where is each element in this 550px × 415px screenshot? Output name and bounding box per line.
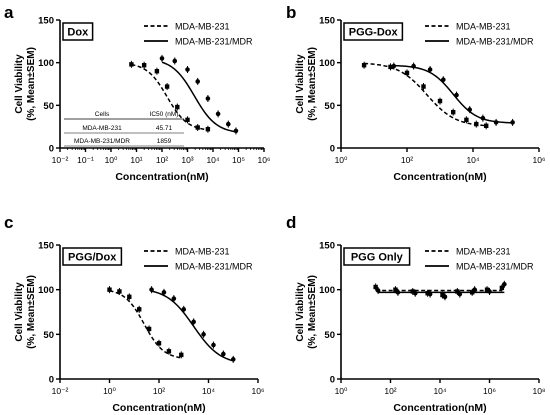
y-tick-label: 50 <box>43 330 54 341</box>
series-mda-mb-231 <box>373 283 505 299</box>
x-tick-label: 10² <box>384 386 396 396</box>
chart-title: PGG Only <box>351 252 404 264</box>
fit-curve <box>151 290 234 362</box>
x-axis-label: Concentration(nM) <box>393 171 486 183</box>
x-tick-label: 10² <box>153 386 165 396</box>
x-tick-label: 10⁶ <box>258 155 271 165</box>
table-cell: 1859 <box>157 138 172 145</box>
chart-panel-c: c 0 50 100 150 10⁻² 10⁰ 10² 10⁴ 10⁶ Concentration(… <box>4 213 264 414</box>
chart-title-box <box>343 22 404 41</box>
y-tick-label: 50 <box>324 101 335 112</box>
table-cell: 45.71 <box>156 125 173 132</box>
x-tick-label: 10⁶ <box>483 386 496 396</box>
y-tick-label: 50 <box>324 330 335 341</box>
series-mda-mb-231 <box>361 61 489 130</box>
x-tick-label: 10¹ <box>130 155 142 165</box>
x-tick-label: 10⁻² <box>52 386 69 396</box>
y-tick-label: 100 <box>319 285 335 296</box>
x-tick-label: 10⁸ <box>532 386 545 396</box>
x-tick-label: 10⁰ <box>103 386 116 396</box>
series-mda-mb-231 <box>107 286 184 359</box>
x-tick-label: 10⁶ <box>533 155 546 165</box>
x-tick-label: 10⁰ <box>105 155 118 165</box>
table-cell: MDA-MB-231/MDR <box>74 138 130 145</box>
y-axis-label: Cell Viability <box>14 54 25 114</box>
x-axis-label: Concentration(nM) <box>115 171 208 183</box>
legend-label: MDA-MB-231 <box>456 22 511 32</box>
y-axis-label: Cell Viability <box>295 282 306 342</box>
fit-curve <box>131 63 208 131</box>
x-tick-label: 10² <box>156 155 168 165</box>
y-axis-label: (%, Mean±SEM) <box>26 275 37 349</box>
y-tick-label: 100 <box>319 58 335 69</box>
x-tick-label: 10⁴ <box>202 386 215 396</box>
x-axis-label: Concentration(nM) <box>112 402 205 414</box>
legend-label: MDA-MB-231 <box>456 247 511 257</box>
x-tick-label: 10⁵ <box>232 155 245 165</box>
table-cell: MDA-MB-231 <box>82 125 122 132</box>
series-mda-mb-231-mdr <box>375 280 507 301</box>
x-tick-label: 10⁻¹ <box>77 155 94 165</box>
legend-label: MDA-MB-231 <box>175 247 230 257</box>
y-axis-label: (%, Mean±SEM) <box>307 275 318 349</box>
y-axis-label: Cell Viability <box>295 54 306 114</box>
panel-letter: a <box>4 3 14 22</box>
y-tick-label: 0 <box>49 144 54 155</box>
ic50-table: Cells IC50 (nM) MDA-MB-231 45.71 MDA-MB-231/… <box>64 111 184 147</box>
x-tick-label: 10⁶ <box>252 386 265 396</box>
chart-panel-b: b 0 50 100 150 10⁰ 10² 10⁴ 10⁶ Concentration(nM) C… <box>286 3 545 183</box>
y-tick-label: 0 <box>330 375 335 386</box>
y-tick-label: 0 <box>49 375 54 386</box>
panel-letter: b <box>286 3 296 22</box>
series-mda-mb-231-mdr <box>159 54 239 135</box>
x-axis-label: Concentration(nM) <box>393 402 486 414</box>
panel-letter: c <box>4 213 13 232</box>
x-tick-label: 10³ <box>181 155 193 165</box>
y-tick-label: 150 <box>319 16 335 27</box>
chart-title: PGG/Dox <box>68 252 117 264</box>
x-tick-label: 10² <box>401 155 413 165</box>
y-tick-label: 0 <box>330 144 335 155</box>
y-axis-label: (%, Mean±SEM) <box>307 47 318 121</box>
x-tick-label: 10⁴ <box>466 155 479 165</box>
series-mda-mb-231-mdr <box>149 286 236 363</box>
y-axis-label: Cell Viability <box>14 282 25 342</box>
legend-label: MDA-MB-231/MDR <box>456 262 534 272</box>
table-header: IC50 (nM) <box>150 111 179 118</box>
chart-panel-d: d 0 50 100 150 10⁰ 10² 10⁴ 10⁶ 10⁸ Concentration(n… <box>286 213 546 414</box>
chart-title-box <box>343 247 411 266</box>
chart-title: Dox <box>67 27 89 39</box>
legend-label: MDA-MB-231 <box>175 22 230 32</box>
x-tick-label: 10⁻² <box>52 155 69 165</box>
chart-title-box <box>62 247 123 266</box>
legend-label: MDA-MB-231/MDR <box>175 37 253 47</box>
table-header: Cells <box>95 111 110 118</box>
panel-letter: d <box>286 213 296 232</box>
y-tick-label: 150 <box>38 16 54 27</box>
y-tick-label: 50 <box>43 101 54 112</box>
fit-curve <box>161 61 237 133</box>
y-tick-label: 100 <box>38 58 54 69</box>
y-tick-label: 150 <box>319 241 335 252</box>
x-tick-label: 10⁰ <box>335 386 348 396</box>
y-tick-label: 150 <box>38 241 54 252</box>
fit-curve <box>364 62 487 127</box>
x-tick-label: 10⁴ <box>433 386 446 396</box>
y-axis-label: (%, Mean±SEM) <box>26 47 37 121</box>
chart-panel-a: a 0 50 100 150 10⁻² 10⁻¹ 10⁰ 10¹ 10² 10³ 10⁴ 10⁵ 10⁶ C… <box>4 3 270 183</box>
series-mda-mb-231-mdr <box>391 62 515 126</box>
x-tick-label: 10⁴ <box>206 155 219 165</box>
legend-label: MDA-MB-231/MDR <box>456 37 534 47</box>
series-mda-mb-231 <box>129 60 211 133</box>
y-tick-label: 100 <box>38 285 54 296</box>
legend-label: MDA-MB-231/MDR <box>175 262 253 272</box>
x-tick-label: 10⁰ <box>335 155 348 165</box>
chart-title: PGG-Dox <box>349 27 399 39</box>
fit-curve <box>109 290 182 359</box>
chart-title-box <box>62 22 94 41</box>
